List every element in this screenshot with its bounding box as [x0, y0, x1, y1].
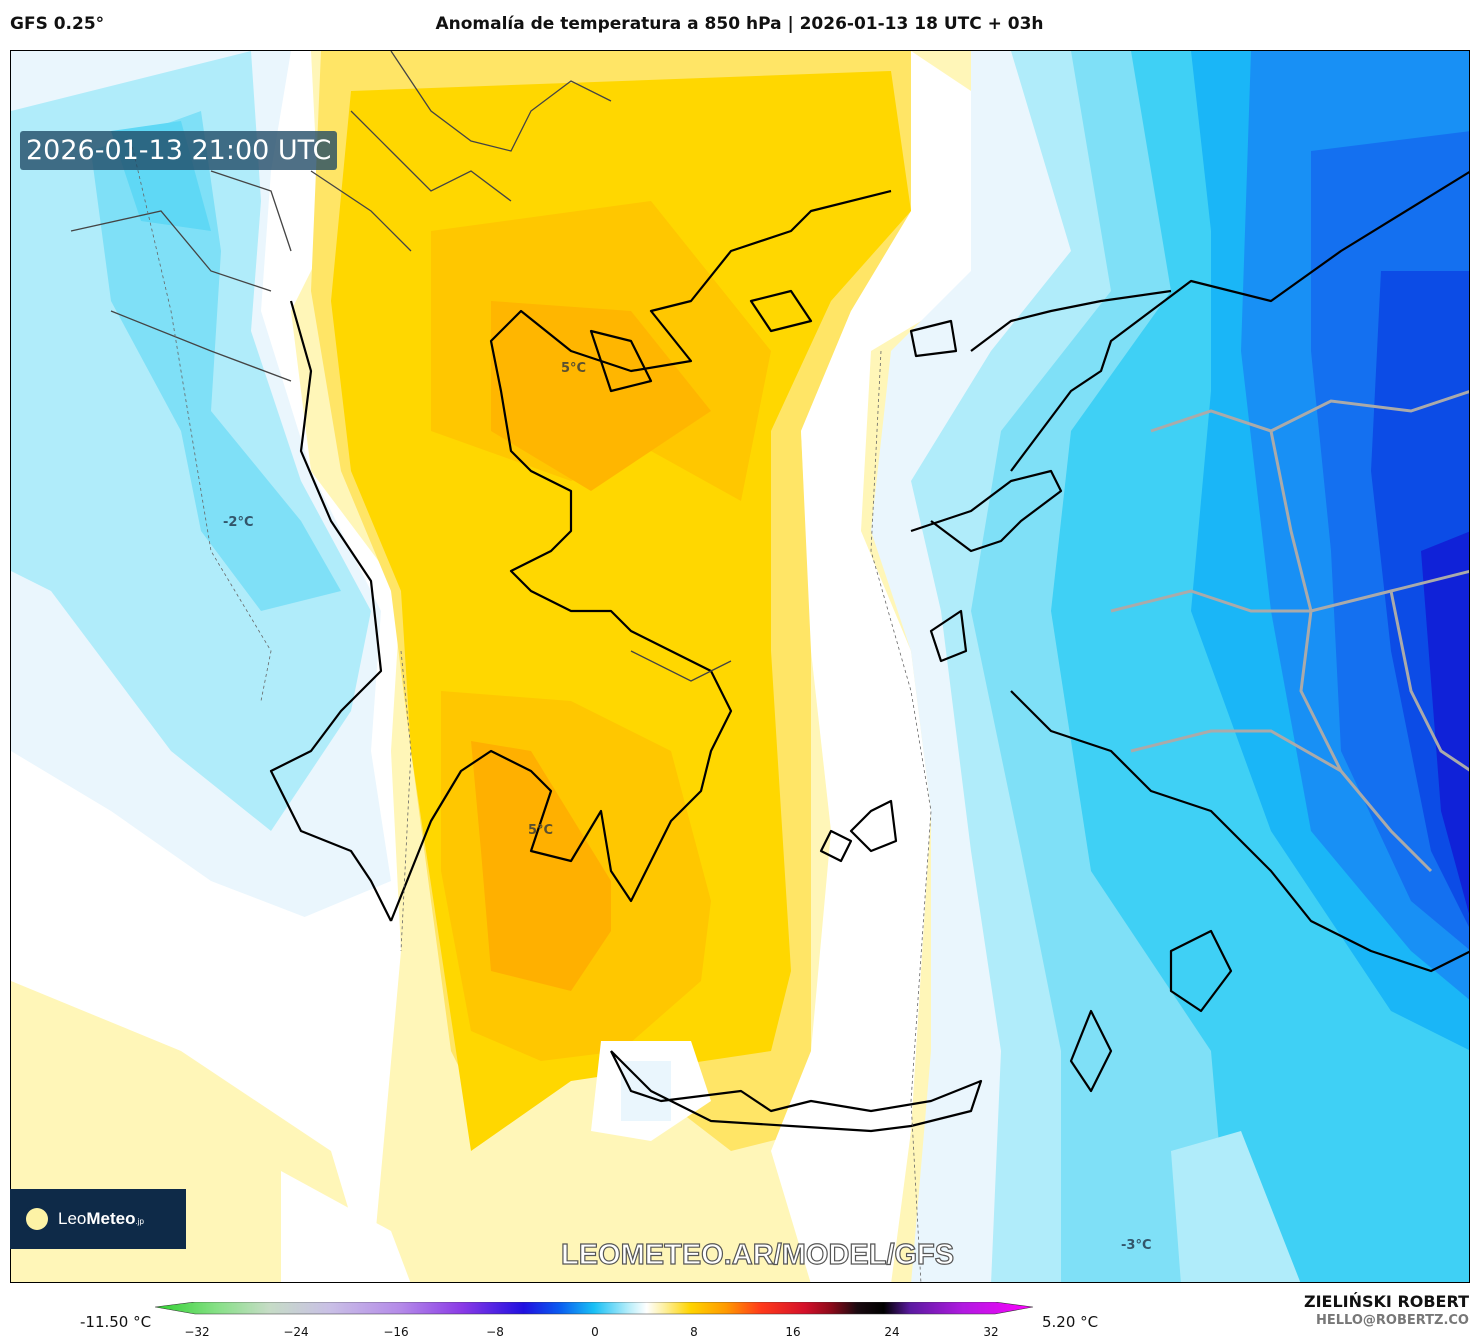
author-name: ZIELIŃSKI ROBERT — [1303, 1292, 1469, 1311]
model-label: GFS 0.25° — [10, 14, 105, 34]
colorbar-tick: −24 — [283, 1325, 309, 1339]
colorbar-max-label: 5.20 °C — [1042, 1313, 1099, 1331]
chart-title: Anomalía de temperatura a 850 hPa | 2026… — [435, 14, 1044, 34]
colorbar-tick: 32 — [983, 1325, 999, 1339]
contour-label: 5°C — [561, 361, 587, 376]
colorbar-min-label: -11.50 °C — [80, 1313, 152, 1331]
logo-text: LeoMeteo.jp — [58, 1209, 144, 1228]
colorbar-tick: −16 — [383, 1325, 409, 1339]
contour-label: 5°C — [528, 823, 554, 838]
anomaly-map: 2026-01-13 21:00 UTC 5°C -2°C 5°C -3°C L… — [10, 50, 1470, 1283]
colorbar-tick: 24 — [884, 1325, 900, 1339]
colorbar-tick: 0 — [591, 1325, 599, 1339]
colorbar-tick: 8 — [690, 1325, 698, 1339]
colorbar-tick: −32 — [184, 1325, 210, 1339]
sun-icon — [26, 1208, 48, 1230]
colorbar-tick: 16 — [785, 1325, 801, 1339]
colorbar-tick: −8 — [486, 1325, 504, 1339]
author-email[interactable]: HELLO@ROBERTZ.CO — [1315, 1313, 1469, 1328]
contour-label: -3°C — [1121, 1238, 1152, 1253]
contour-label: -2°C — [223, 515, 254, 530]
watermark: LEOMETEO.AR/MODEL/GFS — [560, 1238, 955, 1271]
map-fill — [11, 51, 1469, 1282]
colorbar — [155, 1302, 1034, 1315]
valid-time-badge: 2026-01-13 21:00 UTC — [20, 131, 338, 170]
leometeo-logo[interactable]: LeoMeteo.jp — [10, 1189, 186, 1249]
author-credit: ZIELIŃSKI ROBERT HELLO@ROBERTZ.CO — [1304, 1292, 1469, 1328]
